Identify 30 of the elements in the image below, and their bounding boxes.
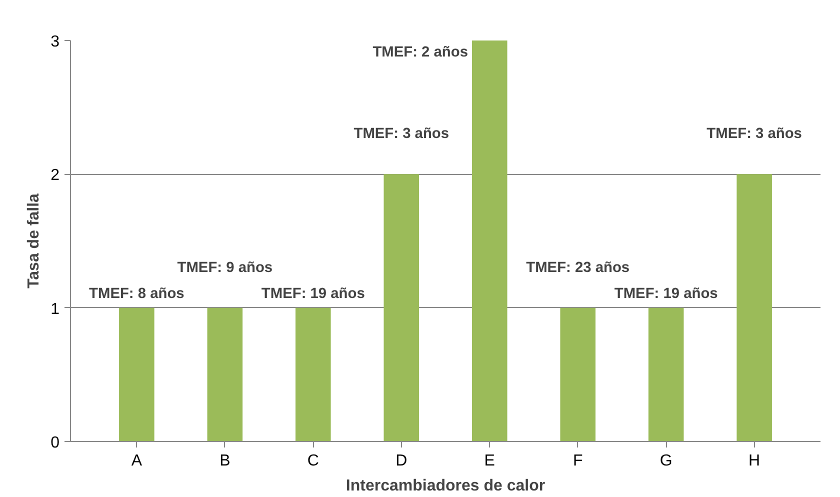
x-tick-label: E <box>484 452 495 470</box>
y-tick-label: 1 <box>50 300 60 318</box>
bar <box>207 308 243 442</box>
bar <box>648 308 684 442</box>
y-tick-label: 3 <box>50 34 60 50</box>
y-axis-title: Tasa de falla <box>26 193 43 288</box>
x-tick-label: C <box>307 452 319 470</box>
x-tick-label: D <box>396 452 408 470</box>
x-tick-label: H <box>748 452 760 470</box>
x-tick-label: G <box>660 452 672 470</box>
annotation: TMEF: 19 años <box>261 286 365 302</box>
annotation: TMEF: 3 años <box>706 126 802 142</box>
bar <box>119 308 154 442</box>
x-tick-label: A <box>131 452 142 470</box>
annotation: TMEF: 3 años <box>354 126 450 142</box>
bar <box>472 40 508 442</box>
annotation: TMEF: 23 años <box>526 260 630 276</box>
bar <box>296 308 331 442</box>
x-axis-title: Intercambiadores de calor <box>346 478 546 494</box>
annotation: TMEF: 2 años <box>372 44 468 60</box>
bar <box>736 174 772 442</box>
bar <box>560 308 596 442</box>
x-tick-label: F <box>572 452 583 470</box>
x-tick-label: B <box>220 452 230 470</box>
y-tick-label: 2 <box>50 167 60 184</box>
annotation: TMEF: 8 años <box>89 286 184 302</box>
annotation: TMEF: 9 años <box>177 260 273 276</box>
annotation: TMEF: 19 años <box>614 286 718 302</box>
bar <box>384 174 420 442</box>
y-tick-label: 0 <box>50 434 60 452</box>
